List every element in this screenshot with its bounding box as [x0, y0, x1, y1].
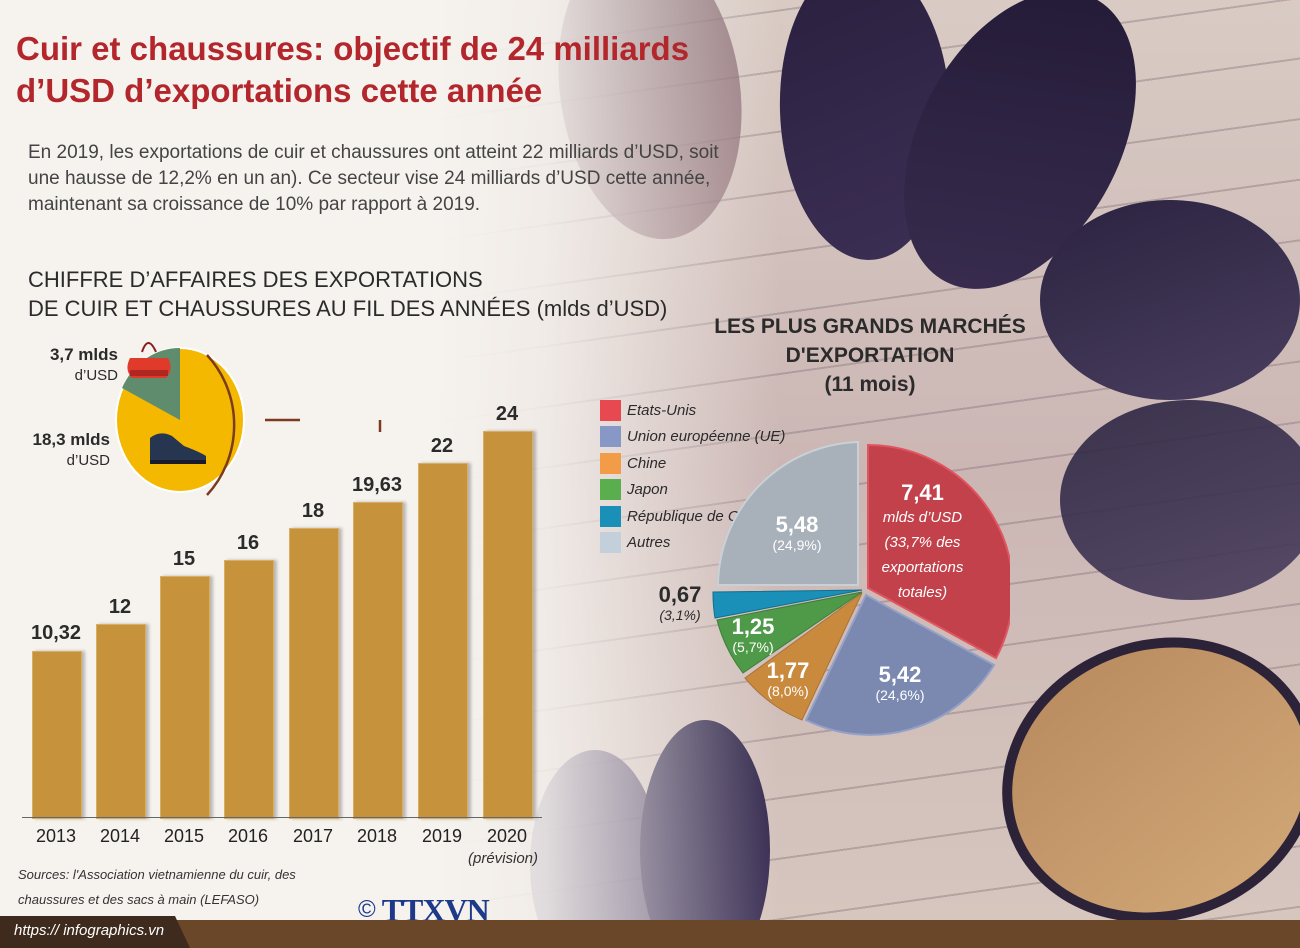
slice-china — [744, 592, 863, 721]
bar-value: 10,32 — [30, 622, 82, 644]
legend-label: Etats-Unis — [627, 401, 697, 419]
copyright-icon: © — [358, 896, 376, 923]
bar-value: 18 — [301, 500, 325, 522]
eu-pct: (24,6%) — [875, 687, 925, 704]
legend-label: Chine — [627, 454, 667, 472]
eu-value: 5,42 — [878, 662, 922, 687]
legend-item-japan: Japon — [600, 477, 785, 504]
legend-label: Japon — [627, 481, 668, 499]
sources-note: Sources: l'Association vietnamienne du c… — [18, 862, 296, 912]
bar-2015 — [160, 576, 210, 819]
japan-pct: (5,7%) — [732, 639, 774, 656]
bar-title-unit: (mlds d’USD) — [536, 296, 668, 321]
bags-unit: d’USD — [74, 367, 118, 384]
page-title: Cuir et chaussures: objectif de 24 milli… — [16, 28, 689, 112]
label-china: 1,77 (8,0%) — [758, 658, 818, 699]
footer-url-tab — [0, 916, 190, 948]
market-title-line-3: (11 mois) — [824, 373, 916, 396]
legend-item-china: Chine — [600, 450, 785, 477]
x-tick-label: 2019 — [421, 826, 463, 846]
slice-korea — [712, 589, 863, 619]
market-pie — [712, 440, 1010, 736]
us-unit: mlds d’USD — [882, 509, 963, 527]
bar-value: 16 — [236, 532, 260, 554]
sources-line-1: Sources: l'Association vietnamienne du c… — [18, 867, 296, 882]
legend-swatch — [600, 452, 621, 474]
us-pct-2: exportations — [881, 559, 964, 577]
legend-swatch — [600, 426, 621, 448]
breakdown-pie — [115, 342, 300, 496]
bar-value: 22 — [430, 435, 454, 457]
x-tick-label: 2016 — [227, 826, 269, 846]
x-tick-label: 2015 — [163, 826, 205, 846]
korea-pct: (3,1%) — [659, 607, 701, 624]
bar-value: 24 — [495, 403, 519, 425]
bar-value: 19,63 — [351, 474, 403, 496]
bar-title-line-1: CHIFFRE D’AFFAIRES DES EXPORTATIONS — [28, 267, 483, 292]
intro-paragraph: En 2019, les exportations de cuir et cha… — [28, 142, 719, 215]
forecast-note: (prévision) — [468, 850, 539, 867]
x-tick-label: 2017 — [292, 826, 334, 846]
market-title-line-2: D'EXPORTATION — [785, 344, 955, 367]
legend-swatch — [600, 399, 621, 421]
us-value: 7,41 — [901, 480, 944, 505]
x-tick-label: 2014 — [99, 826, 141, 846]
other-value: 5,48 — [775, 512, 819, 537]
footer-bar — [0, 920, 1300, 948]
shoe-icon — [150, 433, 206, 464]
slice-other — [716, 440, 859, 586]
x-axis-line — [22, 817, 542, 818]
slice-eu — [804, 593, 996, 736]
label-other: 5,48 (24,9%) — [752, 512, 842, 553]
title-line-2: d’USD d’exportations cette année — [16, 72, 543, 109]
shoes-value: 18,3 mlds — [32, 430, 111, 449]
korea-value: 0,67 — [658, 582, 702, 607]
bar-2018 — [353, 502, 403, 819]
bar-2019 — [418, 463, 468, 819]
bar-chart-title: CHIFFRE D’AFFAIRES DES EXPORTATIONS DE C… — [28, 265, 667, 323]
x-tick-label: 2020 — [486, 826, 528, 846]
legend-label: Union européenne (UE) — [627, 428, 786, 446]
legend-swatch — [600, 479, 621, 501]
shoes-unit: d’USD — [66, 452, 110, 469]
bar-2016 — [224, 560, 274, 819]
bags-label: 3,7 mlds d’USD — [20, 345, 118, 386]
x-tick-label: 2018 — [356, 826, 398, 846]
bar-value: 12 — [108, 596, 132, 618]
title-line-1: Cuir et chaussures: objectif de 24 milli… — [16, 30, 690, 67]
label-korea: 0,67 (3,1%) — [648, 582, 712, 623]
bar-2017 — [289, 528, 339, 819]
label-eu: 5,42 (24,6%) — [855, 662, 945, 703]
shoes-label: 18,3 mlds d’USD — [10, 430, 111, 471]
connector-tick — [378, 420, 382, 432]
handbag-icon — [127, 342, 171, 378]
label-us: 7,41 mlds d’USD (33,7% des exportations … — [865, 480, 980, 605]
legend-swatch — [600, 505, 621, 527]
legend-item-eu: Union européenne (UE) — [600, 424, 785, 451]
us-pct-3: totales) — [897, 584, 948, 602]
slice-japan — [716, 591, 863, 674]
legend-item-other: Autres — [600, 530, 785, 557]
us-pct: (33,7% des — [884, 534, 961, 552]
bar-2020 — [483, 431, 533, 819]
slice-us — [867, 443, 1010, 660]
other-pct: (24,9%) — [772, 537, 822, 554]
legend-swatch — [600, 532, 621, 554]
bar-value: 15 — [172, 548, 196, 570]
label-japan: 1,25 (5,7%) — [723, 614, 783, 655]
japan-value: 1,25 — [731, 614, 775, 639]
sources-line-2: chaussures et des sacs à main (LEFASO) — [18, 892, 260, 907]
market-chart-title: LES PLUS GRANDS MARCHÉS D'EXPORTATION (1… — [690, 312, 1050, 399]
legend-label: Autres — [627, 534, 671, 552]
x-tick-label: 2013 — [35, 826, 77, 846]
bar-title-line-2: DE CUIR ET CHAUSSURES AU FIL DES ANNÉES — [28, 296, 531, 321]
bar-2013 — [32, 651, 82, 819]
china-value: 1,77 — [766, 658, 810, 683]
bar-2014 — [96, 624, 146, 819]
china-pct: (8,0%) — [767, 683, 809, 700]
market-title-line-1: LES PLUS GRANDS MARCHÉS — [714, 315, 1026, 338]
bags-value: 3,7 mlds — [49, 345, 118, 364]
footer-url-link[interactable]: https:// infographics.vn — [14, 922, 165, 939]
legend-item-us: Etats-Unis — [600, 397, 785, 424]
